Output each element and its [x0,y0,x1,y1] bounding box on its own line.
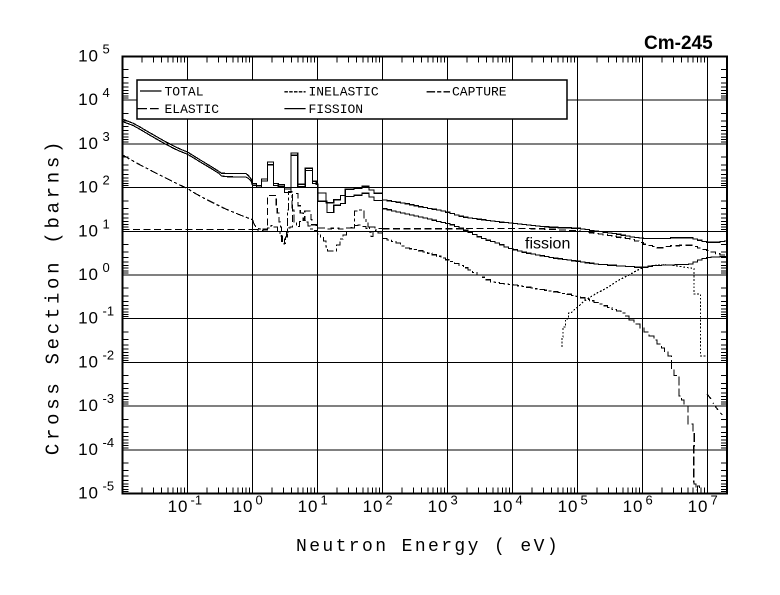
svg-text:-1: -1 [191,493,203,508]
svg-text:Neutron Energy ( eV): Neutron Energy ( eV) [296,537,560,557]
svg-text:ELASTIC: ELASTIC [165,102,220,117]
svg-text:Cross Section (barns): Cross Section (barns) [43,138,65,455]
svg-text:10: 10 [78,221,99,240]
svg-text:Cm-245: Cm-245 [644,33,713,54]
svg-text:10: 10 [78,352,99,371]
svg-text:1: 1 [321,493,328,508]
svg-text:4: 4 [103,85,110,100]
svg-text:3: 3 [103,129,110,144]
svg-text:10: 10 [78,47,99,66]
svg-text:CAPTURE: CAPTURE [452,85,507,100]
svg-text:10: 10 [78,309,99,328]
svg-text:2: 2 [103,173,110,188]
svg-text:-4: -4 [103,435,115,450]
svg-text:10: 10 [558,497,579,516]
svg-text:3: 3 [451,493,458,508]
svg-text:10: 10 [78,484,99,503]
svg-text:-2: -2 [103,347,115,362]
svg-text:10: 10 [363,497,384,516]
svg-text:10: 10 [168,497,189,516]
svg-text:10: 10 [78,134,99,153]
svg-text:0: 0 [103,260,110,275]
svg-text:7: 7 [711,493,718,508]
svg-text:5: 5 [103,42,110,57]
svg-text:fission: fission [525,236,570,253]
svg-text:10: 10 [493,497,514,516]
svg-text:INELASTIC: INELASTIC [309,85,379,100]
svg-text:10: 10 [78,265,99,284]
svg-text:10: 10 [78,178,99,197]
svg-text:4: 4 [516,493,523,508]
svg-text:5: 5 [581,493,588,508]
svg-text:10: 10 [623,497,644,516]
svg-text:10: 10 [78,90,99,109]
svg-text:-5: -5 [103,479,115,494]
svg-text:10: 10 [688,497,709,516]
svg-text:1: 1 [103,216,110,231]
svg-text:0: 0 [256,493,263,508]
svg-text:-1: -1 [103,304,115,319]
svg-text:10: 10 [78,396,99,415]
svg-text:6: 6 [646,493,653,508]
svg-text:10: 10 [428,497,449,516]
svg-text:-3: -3 [103,391,115,406]
svg-text:2: 2 [386,493,393,508]
svg-text:FISSION: FISSION [309,102,364,117]
svg-text:10: 10 [233,497,254,516]
svg-text:TOTAL: TOTAL [165,85,204,100]
svg-text:10: 10 [298,497,319,516]
svg-text:10: 10 [78,440,99,459]
